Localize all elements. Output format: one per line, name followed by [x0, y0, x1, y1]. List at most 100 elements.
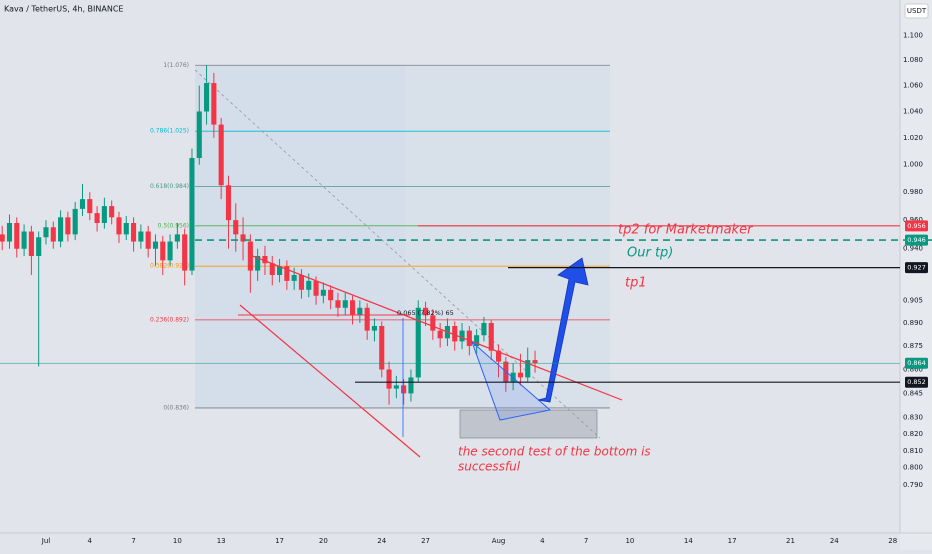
candle-body [459, 330, 465, 342]
candle-body [36, 237, 42, 256]
candle-body [357, 307, 363, 316]
x-tick-label: 10 [625, 537, 634, 545]
fib-label: 0.786(1.025) [150, 128, 189, 135]
x-tick-label: 20 [319, 537, 328, 545]
candle-body [437, 330, 443, 339]
currency-box[interactable] [904, 3, 929, 19]
x-tick-label: 17 [728, 537, 737, 545]
fib-label: 0.5(0.956) [158, 222, 189, 229]
candle-body [328, 289, 334, 301]
diagonal-dashed [194, 69, 601, 439]
fib-label: 0.618(0.984) [150, 183, 189, 190]
candle-body [291, 274, 297, 281]
x-tick-label: Aug [492, 537, 506, 545]
candle-body [401, 385, 407, 394]
price-tag [905, 220, 928, 232]
candle-body [43, 227, 49, 238]
annotation: 0.065 (7.82%) 65 [397, 309, 454, 317]
y-tick-label: 0.830 [903, 414, 923, 422]
candle-body [393, 385, 399, 389]
y-tick-label: 0.800 [903, 464, 923, 472]
candle-body [218, 124, 224, 186]
price-axis-area [900, 0, 932, 550]
candle-body [364, 307, 370, 331]
candle-body [342, 300, 348, 308]
x-tick-label: 17 [275, 537, 284, 545]
candle-body [517, 372, 523, 378]
candle-body [525, 360, 531, 378]
y-tick-label: 1.020 [903, 134, 923, 142]
candle-body [58, 217, 64, 242]
fib-label: 0.382(0.928) [150, 263, 189, 270]
candle-body [116, 217, 122, 235]
annotation: the second test of the bottom is [458, 445, 651, 459]
candle-body [379, 326, 385, 370]
upper-trendline [249, 254, 623, 401]
candle-body [481, 322, 487, 336]
price-tag-label: 0.864 [907, 359, 926, 367]
candle-body [21, 231, 27, 249]
price-tag [905, 262, 928, 274]
y-tick-label: 1.000 [903, 161, 923, 169]
candle-body [277, 266, 283, 275]
candle-body [452, 326, 458, 342]
candle-body [386, 369, 392, 389]
candle-body [0, 234, 5, 242]
candle-body [28, 231, 34, 256]
x-tick-label: 24 [830, 537, 839, 545]
candle-body [167, 241, 173, 261]
candle-body [247, 241, 253, 271]
candle-body [123, 222, 129, 235]
candle-body [430, 315, 436, 331]
candle-body [408, 377, 414, 394]
x-tick-label: 27 [421, 537, 430, 545]
candle-body [189, 157, 195, 271]
candle-body [211, 83, 217, 125]
candle-body [87, 199, 93, 214]
lower-trendline [239, 304, 421, 458]
candle-body [350, 300, 356, 316]
candle-body [262, 255, 268, 264]
price-tag [905, 357, 928, 369]
candle-body [415, 307, 421, 378]
x-tick-label: 13 [217, 537, 226, 545]
candle-body [240, 234, 246, 242]
price-tag [905, 376, 928, 388]
candles [0, 65, 538, 405]
price-tag-label: 0.927 [907, 264, 926, 272]
x-tick-label: 10 [173, 537, 182, 545]
x-tick-label: Jul [41, 537, 51, 545]
price-tag [905, 234, 928, 246]
y-tick-label: 0.810 [903, 447, 923, 455]
candle-body [50, 227, 56, 242]
price-tag-label: 0.946 [907, 236, 926, 244]
annotation: tp1 [625, 276, 647, 291]
candle-body [474, 335, 480, 347]
candle-body [488, 322, 494, 351]
annotation: successful [458, 460, 521, 474]
y-tick-label: 0.820 [903, 430, 923, 438]
candle-body [204, 83, 210, 112]
candle-body [371, 326, 378, 331]
blue-arrow [537, 257, 589, 403]
candle-body [138, 231, 144, 242]
y-tick-label: 0.905 [903, 296, 923, 304]
annotation: tp2 for Marketmaker [618, 223, 754, 238]
chart-title: Kava / TetherUS, 4h, BINANCE [4, 5, 124, 14]
candle-body [14, 222, 20, 249]
price-tag-label: 0.852 [907, 378, 926, 386]
candle-body [182, 234, 188, 271]
candle-body [72, 208, 78, 235]
currency: USDT [907, 7, 927, 15]
x-tick-label: 7 [131, 537, 135, 545]
fib-label: 0(0.836) [163, 404, 189, 411]
candle-body [466, 330, 472, 347]
triangle-pattern [470, 340, 552, 421]
fib-label: 0.236(0.892) [150, 316, 189, 323]
candle-body [65, 217, 71, 235]
candle-body [225, 185, 232, 221]
y-tick-label: 0.980 [903, 188, 923, 196]
y-tick-label: 0.790 [903, 481, 923, 489]
